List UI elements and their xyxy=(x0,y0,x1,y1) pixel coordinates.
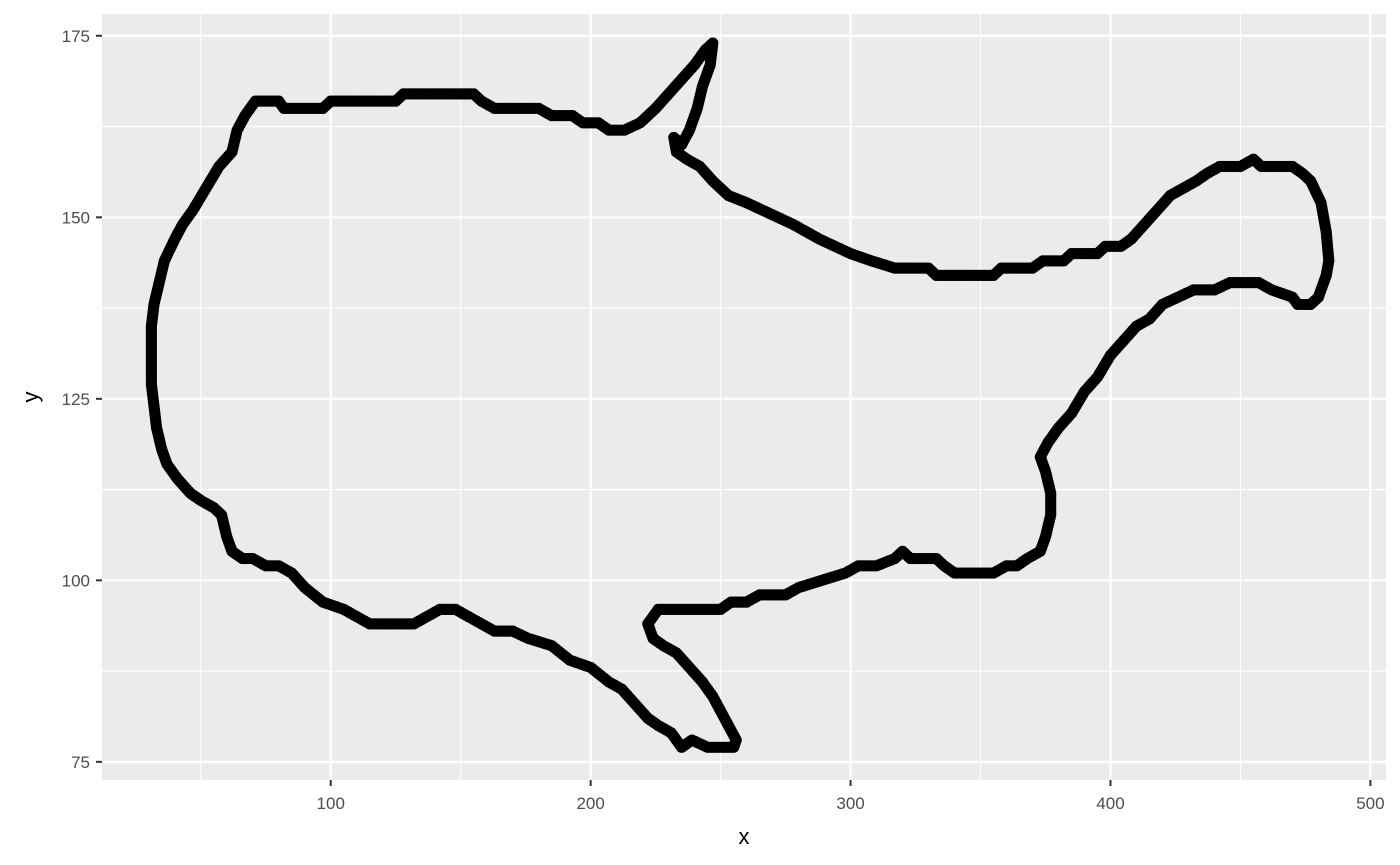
x-tick-label: 300 xyxy=(836,794,864,813)
plot-panel xyxy=(102,14,1386,780)
y-tick-label: 175 xyxy=(62,27,90,46)
x-axis: 100 200 300 400 500 xyxy=(317,780,1385,813)
data-points xyxy=(145,37,1335,753)
data-point xyxy=(145,323,157,335)
y-axis: 75 100 125 150 175 xyxy=(62,27,102,772)
x-tick-label: 100 xyxy=(317,794,345,813)
y-tick-label: 100 xyxy=(62,571,90,590)
x-tick-label: 400 xyxy=(1096,794,1124,813)
y-axis-title: y xyxy=(18,392,43,403)
x-tick-label: 500 xyxy=(1356,794,1384,813)
minor-gridlines xyxy=(102,14,1386,780)
y-tick-label: 75 xyxy=(71,753,90,772)
y-tick-label: 125 xyxy=(62,390,90,409)
y-tick-label: 150 xyxy=(62,208,90,227)
major-gridlines xyxy=(102,14,1386,780)
x-axis-title: x xyxy=(739,824,750,849)
x-tick-label: 200 xyxy=(576,794,604,813)
